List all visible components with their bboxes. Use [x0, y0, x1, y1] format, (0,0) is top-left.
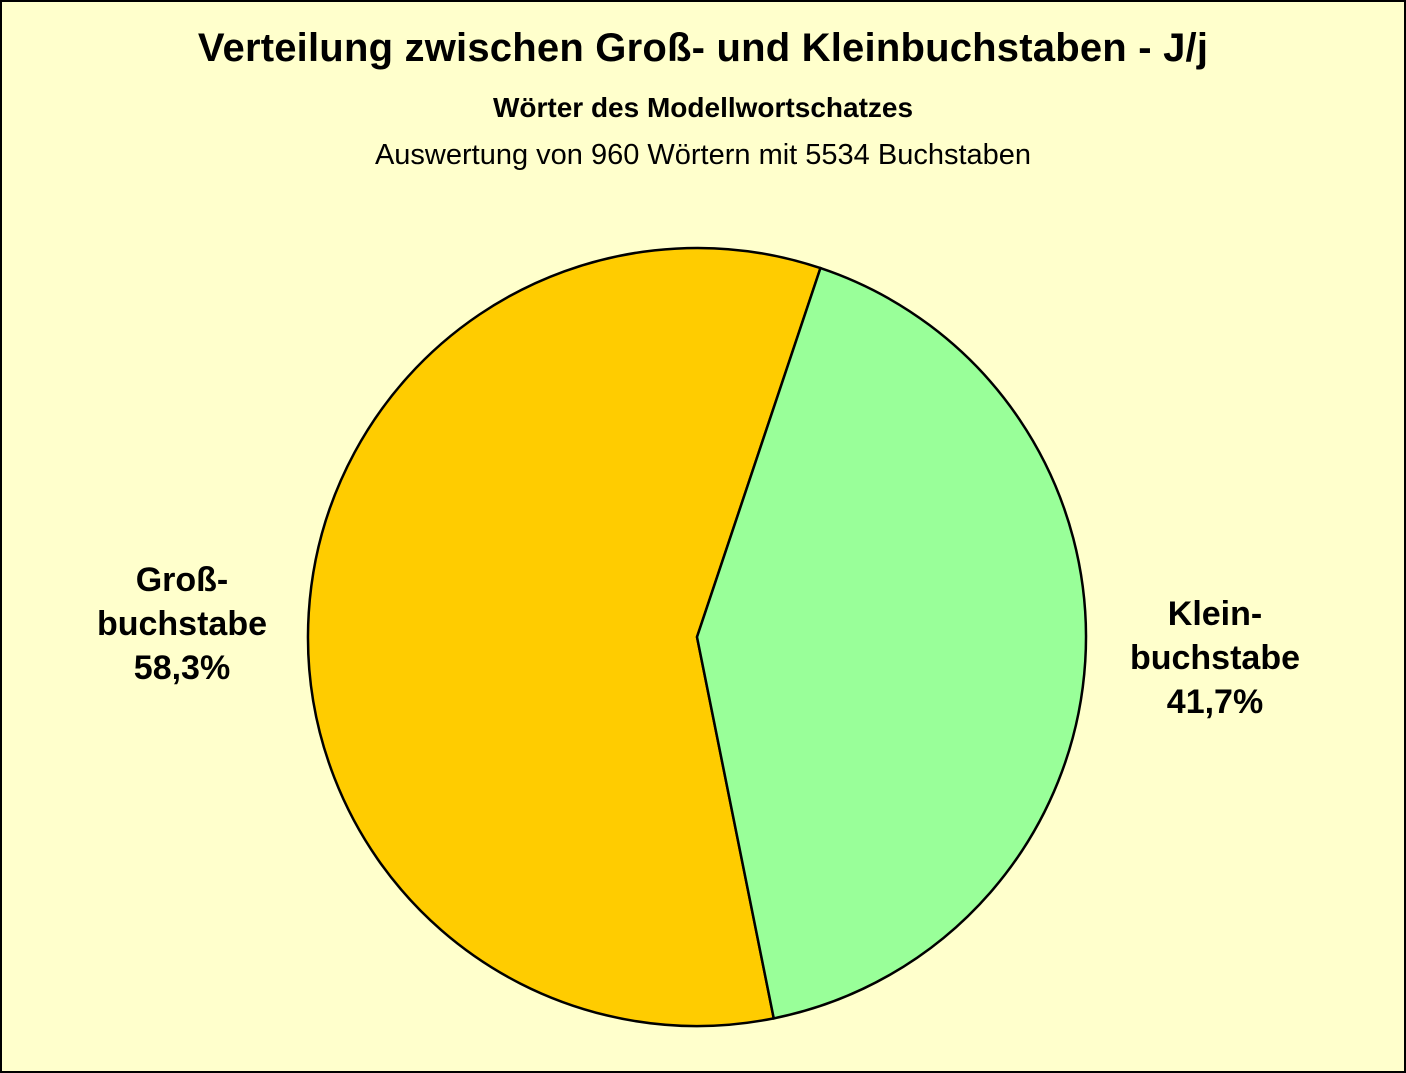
slice-label-grossbuchstabe: Groß- buchstabe 58,3%	[52, 558, 312, 690]
slice-label-line: buchstabe	[1129, 639, 1301, 677]
slice-label-line: Klein-	[1167, 595, 1263, 633]
slice-value-label: 41,7%	[1166, 683, 1264, 721]
slice-label-line: Groß-	[135, 561, 229, 599]
chart-title: Verteilung zwischen Groß- und Kleinbuchs…	[197, 26, 1209, 70]
slice-label-line: buchstabe	[96, 605, 268, 643]
slice-label-kleinbuchstabe: Klein- buchstabe 41,7%	[1085, 592, 1345, 724]
chart-subtitle: Wörter des Modellwortschatzes	[492, 92, 914, 123]
pie-slice-kleinbuchstabe	[695, 266, 1088, 1020]
chart-subtitle-detail: Auswertung von 960 Wörtern mit 5534 Buch…	[374, 139, 1032, 171]
pie-slice-grossbuchstabe	[306, 246, 823, 1028]
slice-value-label: 58,3%	[133, 649, 231, 687]
